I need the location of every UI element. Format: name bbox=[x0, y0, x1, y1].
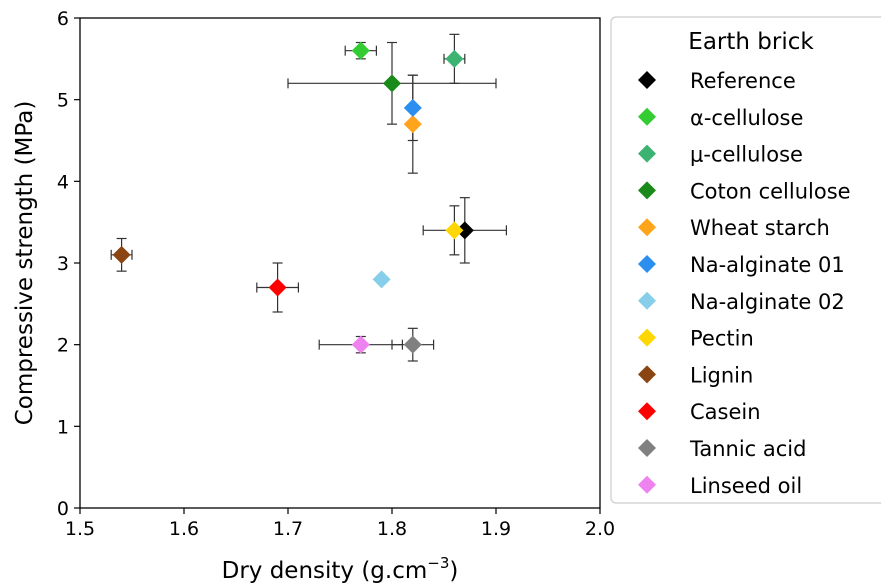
data-point bbox=[403, 335, 422, 354]
data-point bbox=[372, 270, 391, 289]
legend-marker bbox=[638, 328, 656, 347]
x-tick-label: 2.0 bbox=[585, 518, 615, 540]
legend-title: Earth brick bbox=[688, 29, 814, 55]
x-tick-label: 1.7 bbox=[273, 518, 303, 540]
legend-label: μ-cellulose bbox=[690, 143, 803, 167]
legend-label: Reference bbox=[690, 69, 796, 93]
y-tick-label: 2 bbox=[57, 335, 69, 357]
legend-label: Na-alginate 02 bbox=[690, 290, 845, 314]
legend-label: Linseed oil bbox=[690, 474, 802, 498]
legend-label: Casein bbox=[690, 400, 761, 424]
x-tick-label: 1.6 bbox=[169, 518, 199, 540]
plot-area bbox=[79, 17, 601, 509]
legend-marker bbox=[638, 439, 656, 457]
legend-marker bbox=[638, 402, 656, 421]
data-point bbox=[351, 335, 370, 354]
legend-marker bbox=[638, 144, 656, 163]
y-tick-label: 3 bbox=[57, 253, 69, 275]
legend-label: Coton cellulose bbox=[690, 179, 851, 203]
legend-box bbox=[610, 16, 881, 504]
x-axis-title: Dry density (g.cm−3) bbox=[222, 554, 459, 584]
x-tick-label: 1.9 bbox=[481, 518, 511, 540]
legend-marker bbox=[638, 107, 656, 126]
legend-label: Wheat starch bbox=[690, 216, 830, 240]
legend-entries: Reference α-cellulose μ-cellulose Coton cel… bbox=[638, 69, 851, 498]
data-point bbox=[383, 74, 401, 93]
x-tick-label: 1.5 bbox=[65, 518, 95, 540]
data-point bbox=[455, 221, 474, 240]
data-point bbox=[351, 41, 370, 60]
legend-label: Lignin bbox=[690, 363, 753, 387]
legend-marker bbox=[638, 475, 656, 494]
x-axis-title-close: ) bbox=[449, 558, 458, 584]
data-point bbox=[268, 278, 287, 297]
legend-marker bbox=[638, 255, 656, 273]
y-tick-label: 5 bbox=[57, 90, 69, 112]
legend-label: Pectin bbox=[690, 327, 754, 351]
legend-marker bbox=[638, 291, 656, 310]
y-tick-label: 1 bbox=[57, 416, 69, 438]
axis-ticks: 1.5 1.6 1.7 1.8 1.9 2.0 0 1 2 3 4 5 6 bbox=[57, 8, 615, 540]
legend-marker bbox=[638, 218, 656, 237]
legend-label: α-cellulose bbox=[690, 106, 803, 130]
legend-label: Tannic acid bbox=[689, 437, 806, 461]
data-point bbox=[112, 245, 131, 264]
data-point bbox=[403, 115, 422, 134]
data-point bbox=[403, 98, 422, 117]
legend-marker bbox=[638, 181, 656, 200]
data-point bbox=[445, 49, 464, 68]
legend-label: Na-alginate 01 bbox=[690, 253, 845, 277]
legend-marker bbox=[638, 71, 656, 89]
data-point bbox=[445, 221, 464, 240]
y-tick-label: 0 bbox=[57, 498, 69, 520]
y-tick-label: 6 bbox=[57, 8, 69, 30]
data-markers bbox=[112, 41, 474, 354]
legend-marker bbox=[638, 365, 656, 384]
x-axis-title-superscript: −3 bbox=[427, 554, 449, 572]
x-tick-label: 1.8 bbox=[377, 518, 407, 540]
y-tick-label: 4 bbox=[57, 171, 69, 193]
error-bars bbox=[110, 33, 507, 362]
y-axis-title: Compressive strength (MPa) bbox=[12, 101, 38, 426]
